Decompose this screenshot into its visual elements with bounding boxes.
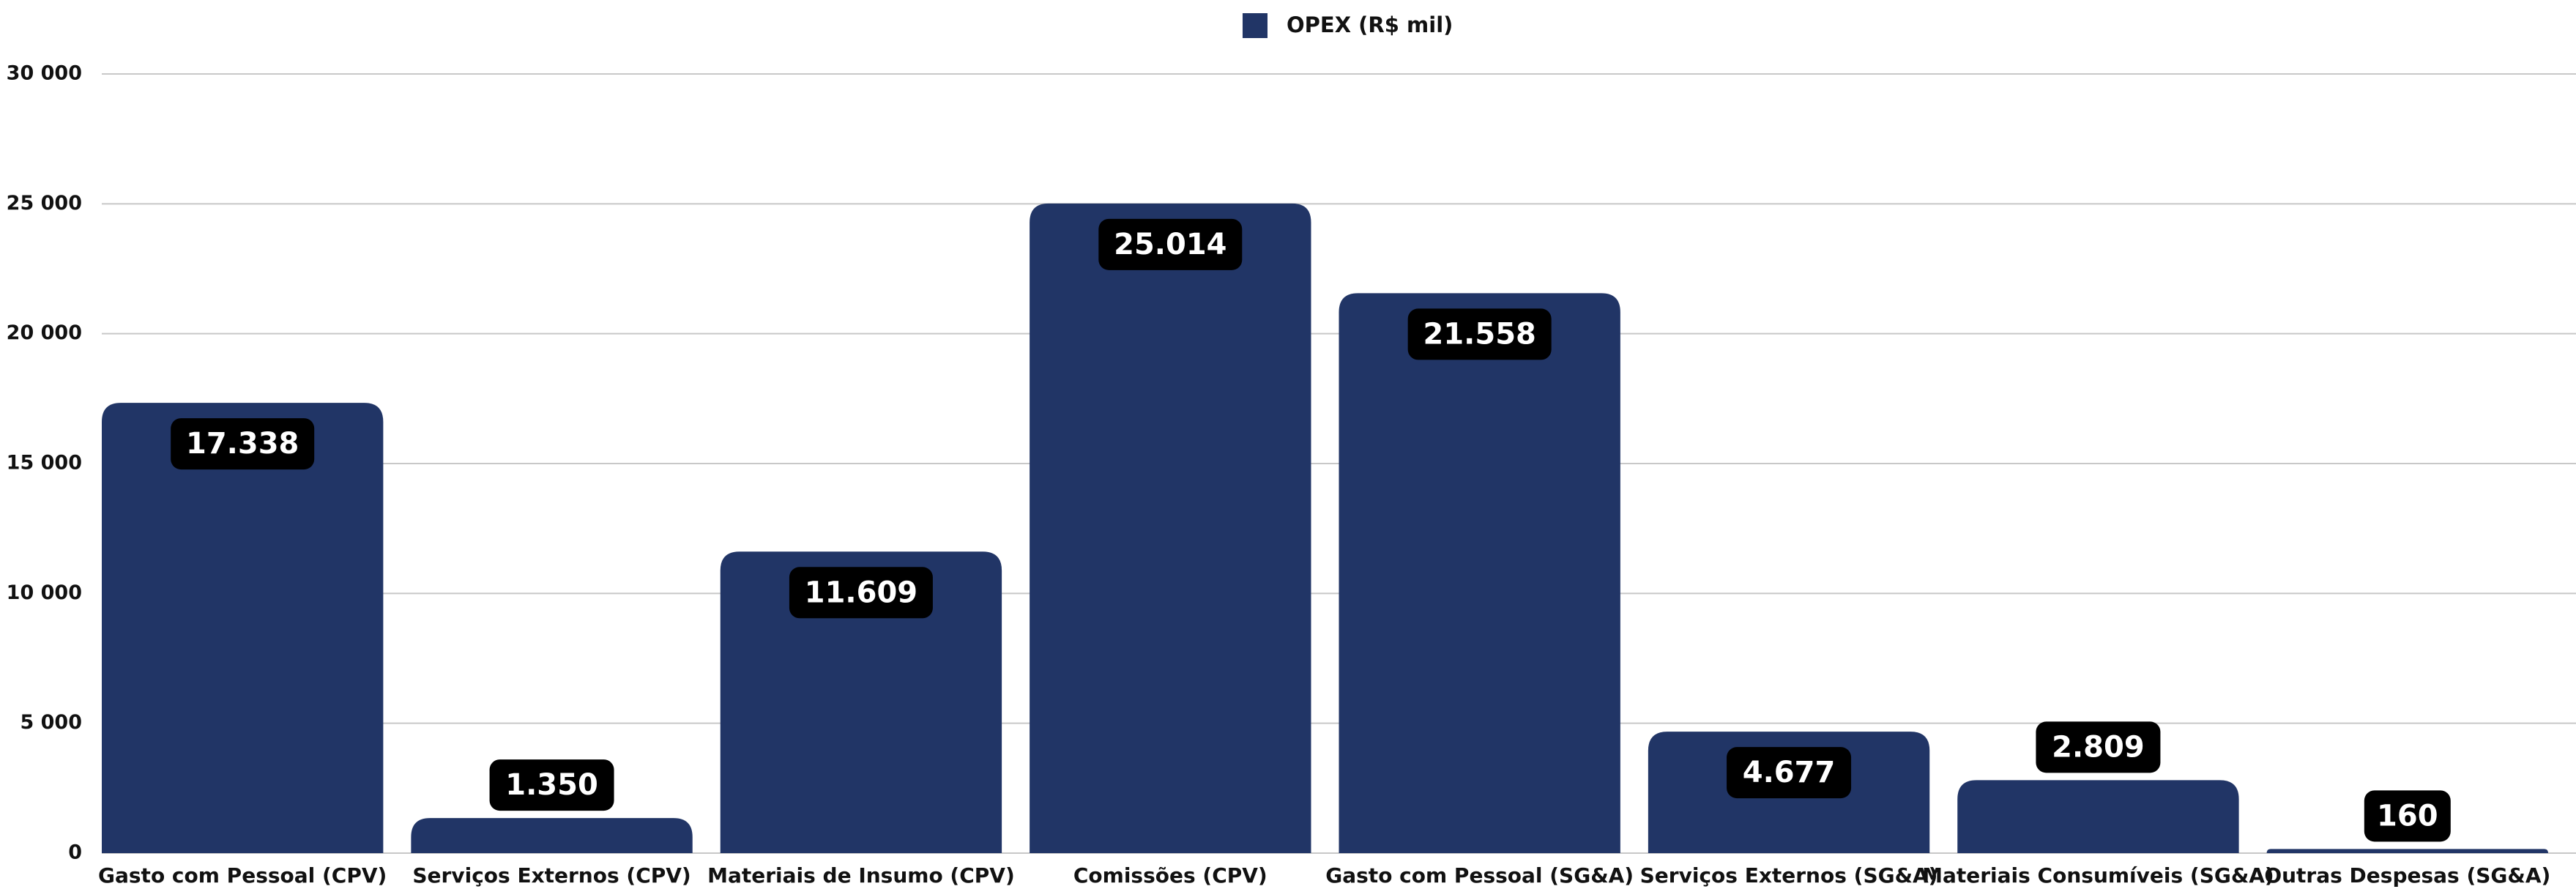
- data-label-box: [489, 759, 614, 811]
- data-label-box: [171, 418, 315, 470]
- y-tick-label: 0: [68, 841, 82, 864]
- y-tick-label: 30 000: [7, 62, 82, 85]
- legend-label: OPEX (R$ mil): [1287, 12, 1453, 37]
- y-tick-label: 10 000: [7, 581, 82, 604]
- bar: [1957, 780, 2239, 853]
- legend-swatch: [1243, 13, 1267, 38]
- bar: [2266, 849, 2548, 853]
- y-tick-label: 20 000: [7, 321, 82, 344]
- data-label-box: [1407, 308, 1552, 360]
- x-tick-label: Gasto com Pessoal (SG&A): [1325, 863, 1634, 888]
- data-label: 160: [2377, 799, 2438, 833]
- data-label: 2.809: [2052, 730, 2145, 764]
- bar: [411, 818, 693, 853]
- data-label-box: [1098, 218, 1243, 270]
- data-label: 1.350: [505, 768, 598, 802]
- bar: [102, 403, 384, 853]
- y-tick-label: 15 000: [7, 452, 82, 475]
- data-label: 21.558: [1423, 317, 1536, 351]
- data-label-box: [2036, 721, 2161, 773]
- x-tick-label: Materiais de Insumo (CPV): [707, 863, 1015, 888]
- data-label-box: [789, 567, 933, 619]
- data-label-box: [1727, 747, 1852, 799]
- x-tick-label: Serviços Externos (CPV): [412, 863, 690, 888]
- x-tick-label: Materiais Consumíveis (SG&A): [1922, 863, 2274, 888]
- x-tick-label: Serviços Externos (SG&A): [1640, 863, 1938, 888]
- y-tick-label: 25 000: [7, 192, 82, 215]
- bar: [1339, 293, 1620, 853]
- data-label: 11.609: [805, 576, 917, 609]
- y-tick-label: 5 000: [20, 711, 82, 734]
- bar: [1030, 203, 1311, 853]
- x-tick-label: Gasto com Pessoal (CPV): [98, 863, 387, 888]
- data-label: 4.677: [1743, 756, 1836, 789]
- x-tick-label: Comissões (CPV): [1073, 863, 1267, 888]
- x-tick-label: Outras Despesas (SG&A): [2264, 863, 2550, 888]
- data-label: 17.338: [186, 427, 299, 461]
- data-label-box: [2364, 790, 2451, 842]
- data-label: 25.014: [1114, 228, 1226, 261]
- bar: [720, 551, 1002, 853]
